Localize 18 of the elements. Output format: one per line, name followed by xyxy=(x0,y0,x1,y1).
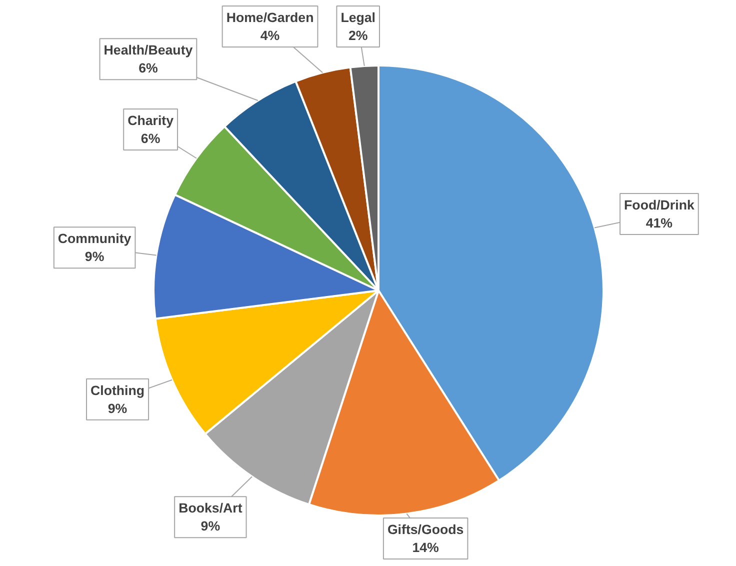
slice-label: Home/Garden xyxy=(226,10,314,25)
slice-label: Charity xyxy=(128,112,174,128)
data-label: 4% xyxy=(260,28,280,43)
slice-label: Community xyxy=(58,231,132,246)
slice-label: Legal xyxy=(340,10,376,25)
slice-label: Food/Drink xyxy=(624,198,695,213)
data-label: 9% xyxy=(108,400,128,416)
data-label: 41% xyxy=(646,216,673,231)
slice-label: Clothing xyxy=(90,382,145,398)
slice-label: Health/Beauty xyxy=(104,42,194,58)
data-label: 6% xyxy=(140,130,160,146)
slice-label: Books/Art xyxy=(178,500,243,516)
data-label: 14% xyxy=(412,540,440,555)
data-label: 9% xyxy=(84,249,104,264)
data-label: 2% xyxy=(348,28,368,43)
data-label: 9% xyxy=(200,518,220,534)
slice-label: Gifts/Goods xyxy=(387,522,464,537)
data-label: 6% xyxy=(138,60,158,76)
